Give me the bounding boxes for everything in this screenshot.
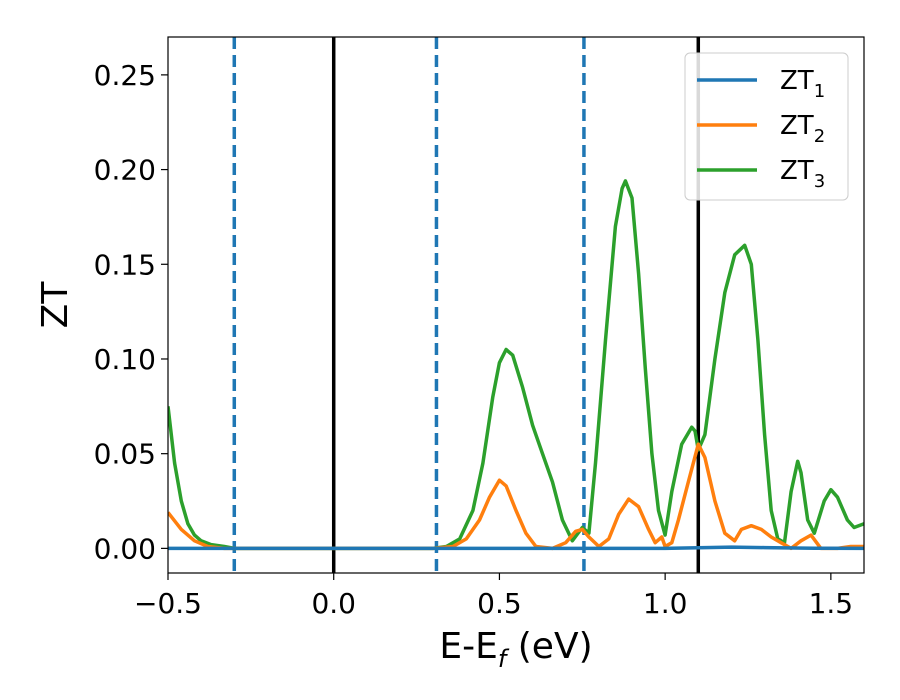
y-tick-label: 0.15 [94, 248, 156, 281]
reference-lines [232, 37, 701, 573]
x-axis-label: E-Ef (eV) [439, 626, 592, 673]
x-axis-label-unit: (eV) [506, 626, 592, 667]
legend-box [684, 52, 849, 201]
y-tick-label: 0.00 [94, 532, 156, 565]
legend-label-zt2: ZT2 [780, 111, 825, 147]
y-axis-label: ZT [35, 281, 76, 329]
y-tick-label: 0.05 [94, 438, 156, 471]
y-tick-label: 0.25 [94, 59, 156, 92]
x-tick-label: −0.5 [134, 587, 202, 620]
y-tick-label: 0.10 [94, 343, 156, 376]
legend-label-zt1: ZT1 [780, 66, 825, 102]
x-tick-label: 1.5 [809, 587, 854, 620]
y-tick-label: 0.20 [94, 154, 156, 187]
y-axis: 0.00 0.05 0.10 0.15 0.20 0.25 [94, 59, 168, 565]
series-layer [168, 179, 864, 551]
plot-frame [167, 36, 865, 574]
series-line-zt1 [168, 545, 864, 551]
series-line-zt3 [168, 179, 864, 551]
x-axis: −0.5 0.0 0.5 1.0 1.5 [134, 573, 853, 620]
series-line-zt2 [168, 442, 864, 551]
x-tick-label: 0.0 [311, 587, 356, 620]
legend-label-zt3: ZT3 [780, 156, 825, 192]
x-tick-label: 1.0 [643, 587, 688, 620]
x-tick-label: 0.5 [477, 587, 522, 620]
legend: ZT1 ZT2 ZT3 [684, 52, 849, 201]
